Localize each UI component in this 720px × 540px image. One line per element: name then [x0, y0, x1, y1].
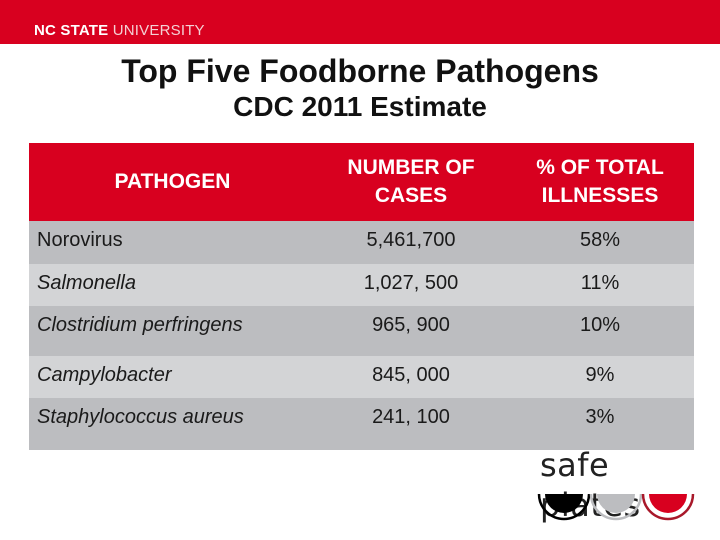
- header-cases-line-2: CASES: [374, 184, 448, 207]
- header-pathogen: PATHOGEN: [29, 143, 316, 221]
- brand-name-light: UNIVERSITY: [108, 22, 205, 39]
- pathogen-name: Campylobacter: [37, 364, 172, 386]
- header-percent-line-1: % OF TOTAL: [536, 156, 664, 179]
- cases-cell: 965, 900: [316, 306, 506, 356]
- pathogen-name: Staphylococcus aureus: [37, 406, 244, 428]
- university-brand: NC STATE UNIVERSITY: [34, 22, 205, 40]
- university-header-bar: NC STATE UNIVERSITY: [0, 0, 720, 44]
- cases-value: 845, 000: [372, 364, 450, 386]
- percent-cell: 9%: [506, 356, 694, 398]
- percent-value: 11%: [580, 272, 620, 294]
- pathogen-name: Salmonella: [37, 272, 136, 294]
- pathogen-name: Clostridium perfringens: [37, 314, 243, 336]
- percent-cell: 11%: [506, 264, 694, 306]
- percent-cell: 10%: [506, 306, 694, 356]
- table-row: Norovirus 5,461,700 58%: [29, 221, 694, 264]
- table-row: Campylobacter 845, 000 9%: [29, 356, 694, 398]
- slide-title: Top Five Foodborne Pathogens: [121, 53, 599, 89]
- header-cases-line-1: NUMBER OF: [347, 156, 475, 179]
- slide-subtitle: CDC 2011 Estimate: [233, 91, 487, 122]
- safe-plates-logo: safe plates: [536, 446, 696, 524]
- cases-value: 965, 900: [372, 314, 450, 336]
- cases-cell: 845, 000: [316, 356, 506, 398]
- header-number-of-cases: NUMBER OF CASES: [316, 143, 506, 221]
- cases-value: 241, 100: [372, 406, 450, 428]
- brand-name-bold: NC STATE: [34, 22, 109, 39]
- header-pathogen-line-1: PATHOGEN: [114, 170, 231, 193]
- percent-cell: 3%: [506, 398, 694, 450]
- cases-cell: 5,461,700: [316, 221, 506, 264]
- percent-cell: 58%: [506, 221, 694, 264]
- table-row: Clostridium perfringens 965, 900 10%: [29, 306, 694, 356]
- percent-value: 3%: [585, 406, 615, 428]
- cases-value: 1,027, 500: [363, 272, 459, 294]
- pathogen-cell: Staphylococcus aureus: [29, 398, 316, 450]
- pathogen-cell: Salmonella: [29, 264, 316, 306]
- cases-cell: 241, 100: [316, 398, 506, 450]
- pathogen-name: Norovirus: [37, 229, 123, 251]
- percent-value: 10%: [579, 314, 621, 336]
- table-row: Salmonella 1,027, 500 11%: [29, 264, 694, 306]
- percent-value: 58%: [579, 229, 621, 251]
- table-header-row: PATHOGEN NUMBER OF CASES % OF TOTAL ILLN…: [29, 143, 694, 221]
- header-percent-of-total: % OF TOTAL ILLNESSES: [506, 143, 694, 221]
- percent-value: 9%: [585, 364, 615, 386]
- table-row: Staphylococcus aureus 241, 100 3%: [29, 398, 694, 450]
- pathogen-table: PATHOGEN NUMBER OF CASES % OF TOTAL ILLN…: [29, 143, 694, 450]
- pathogen-cell: Clostridium perfringens: [29, 306, 316, 356]
- cases-cell: 1,027, 500: [316, 264, 506, 306]
- plates-icon: [537, 493, 695, 521]
- pathogen-cell: Norovirus: [29, 221, 316, 264]
- cases-value: 5,461,700: [366, 229, 456, 251]
- pathogen-cell: Campylobacter: [29, 356, 316, 398]
- header-percent-line-2: ILLNESSES: [541, 184, 659, 207]
